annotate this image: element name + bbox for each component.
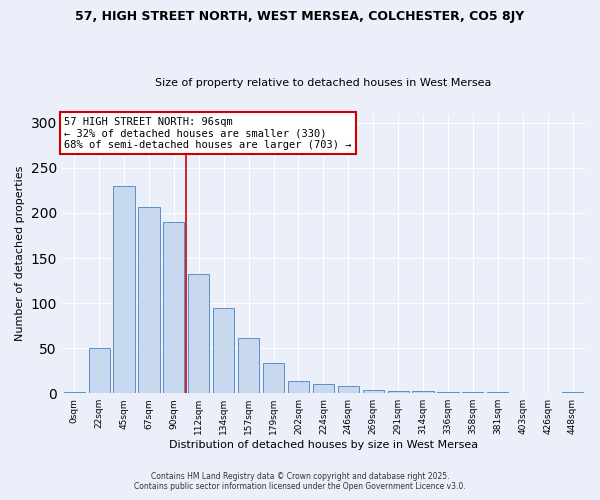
Bar bbox=[562, 392, 583, 393]
Text: 57, HIGH STREET NORTH, WEST MERSEA, COLCHESTER, CO5 8JY: 57, HIGH STREET NORTH, WEST MERSEA, COLC… bbox=[76, 10, 524, 23]
Bar bbox=[412, 392, 434, 393]
Text: Contains HM Land Registry data © Crown copyright and database right 2025.: Contains HM Land Registry data © Crown c… bbox=[151, 472, 449, 481]
Bar bbox=[362, 390, 384, 393]
X-axis label: Distribution of detached houses by size in West Mersea: Distribution of detached houses by size … bbox=[169, 440, 478, 450]
Bar bbox=[288, 380, 309, 393]
Text: 57 HIGH STREET NORTH: 96sqm
← 32% of detached houses are smaller (330)
68% of se: 57 HIGH STREET NORTH: 96sqm ← 32% of det… bbox=[64, 116, 352, 150]
Bar bbox=[64, 392, 85, 393]
Bar bbox=[89, 348, 110, 393]
Bar bbox=[238, 338, 259, 393]
Bar bbox=[139, 206, 160, 393]
Bar bbox=[113, 186, 134, 393]
Bar bbox=[188, 274, 209, 393]
Bar bbox=[437, 392, 458, 393]
Bar bbox=[263, 362, 284, 393]
Bar bbox=[213, 308, 235, 393]
Bar bbox=[163, 222, 184, 393]
Bar bbox=[388, 390, 409, 393]
Text: Contains public sector information licensed under the Open Government Licence v3: Contains public sector information licen… bbox=[134, 482, 466, 491]
Bar bbox=[462, 392, 484, 393]
Y-axis label: Number of detached properties: Number of detached properties bbox=[15, 166, 25, 341]
Bar bbox=[313, 384, 334, 393]
Bar bbox=[338, 386, 359, 393]
Bar bbox=[487, 392, 508, 393]
Title: Size of property relative to detached houses in West Mersea: Size of property relative to detached ho… bbox=[155, 78, 491, 88]
